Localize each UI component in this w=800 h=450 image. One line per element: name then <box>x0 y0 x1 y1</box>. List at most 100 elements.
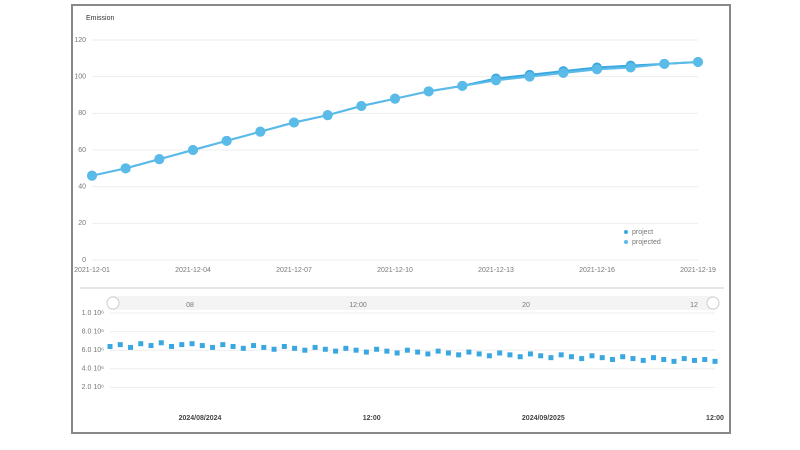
point <box>356 101 367 111</box>
point <box>659 58 670 69</box>
x-tick-label: 2021-12-01 <box>74 267 110 274</box>
point <box>261 344 267 350</box>
y-tick-label: 20 <box>78 220 86 227</box>
y-tick-label: 120 <box>74 37 86 44</box>
point <box>120 163 131 174</box>
point <box>148 343 154 349</box>
y-tick-label: 80 <box>78 110 86 117</box>
navigator-label: 12 <box>690 302 698 309</box>
point <box>221 135 232 146</box>
legend-swatch <box>624 240 628 244</box>
point <box>548 355 554 361</box>
point <box>538 353 544 359</box>
navigator-handle[interactable] <box>706 296 720 310</box>
x-tick-label: 12:00 <box>706 415 724 422</box>
point <box>189 341 195 347</box>
point <box>322 346 328 352</box>
point <box>138 341 144 347</box>
point <box>517 354 523 360</box>
point <box>457 80 468 91</box>
x-tick-label: 2021-12-13 <box>478 267 514 274</box>
point <box>466 349 472 355</box>
point <box>445 350 451 356</box>
point <box>230 343 236 349</box>
point <box>640 357 646 363</box>
point <box>220 342 226 348</box>
point <box>589 353 595 359</box>
point <box>476 351 482 357</box>
point <box>527 351 533 357</box>
point <box>107 343 113 349</box>
y-tick-label: 8.0 10⁶ <box>82 328 104 335</box>
legend-swatch <box>624 230 628 234</box>
point <box>507 352 513 358</box>
navigator-handle[interactable] <box>106 296 120 310</box>
point <box>154 154 165 165</box>
point <box>681 356 687 362</box>
point <box>693 57 703 67</box>
point <box>486 353 492 359</box>
legend-label: projected <box>632 239 661 246</box>
y-tick-label: 40 <box>78 184 86 191</box>
point <box>630 356 636 362</box>
navigator-bar[interactable] <box>110 296 715 310</box>
point <box>179 342 185 348</box>
point <box>394 350 400 356</box>
y-tick-label: 6.0 10⁶ <box>82 347 104 354</box>
point <box>524 71 535 82</box>
point <box>702 357 708 362</box>
x-tick-label: 2021-12-04 <box>175 267 211 274</box>
point <box>322 110 333 121</box>
point <box>671 358 677 364</box>
point <box>128 344 134 350</box>
point <box>390 93 400 104</box>
point <box>353 347 359 353</box>
chart-title: Emission <box>86 15 115 22</box>
point <box>271 346 277 352</box>
point <box>312 344 318 350</box>
point <box>343 345 349 351</box>
point <box>158 340 164 346</box>
x-tick-label: 2024/09/2025 <box>522 415 565 422</box>
point <box>650 355 656 361</box>
point <box>292 345 298 351</box>
point <box>558 68 569 78</box>
point <box>415 349 421 355</box>
point <box>199 343 205 349</box>
point <box>210 344 216 350</box>
point <box>289 117 299 128</box>
point <box>363 349 369 355</box>
navigator-label: 12:00 <box>349 302 367 309</box>
y-tick-label: 1.0 10⁶ <box>82 310 104 317</box>
point <box>558 352 564 358</box>
y-tick-label: 4.0 10⁶ <box>82 366 104 373</box>
point <box>423 86 434 97</box>
x-tick-label: 2021-12-10 <box>377 267 413 274</box>
y-tick-label: 60 <box>78 147 86 154</box>
point <box>240 345 246 351</box>
point <box>435 348 441 354</box>
point <box>568 354 574 360</box>
point <box>625 62 636 73</box>
point <box>620 354 626 360</box>
point <box>425 351 431 357</box>
point <box>188 145 198 155</box>
point <box>281 343 287 349</box>
point <box>497 350 503 356</box>
point <box>599 355 605 361</box>
point <box>712 358 718 364</box>
point <box>374 346 380 352</box>
point <box>456 352 462 358</box>
point <box>491 75 501 86</box>
point <box>609 357 615 362</box>
point <box>579 356 585 362</box>
point <box>169 343 175 349</box>
point <box>251 343 257 349</box>
x-tick-label: 2021-12-07 <box>276 267 312 274</box>
y-tick-label: 2.0 10⁶ <box>82 384 104 391</box>
x-tick-label: 2021-12-19 <box>680 267 716 274</box>
point <box>333 348 339 354</box>
point <box>661 357 667 362</box>
y-tick-label: 0 <box>82 257 86 264</box>
